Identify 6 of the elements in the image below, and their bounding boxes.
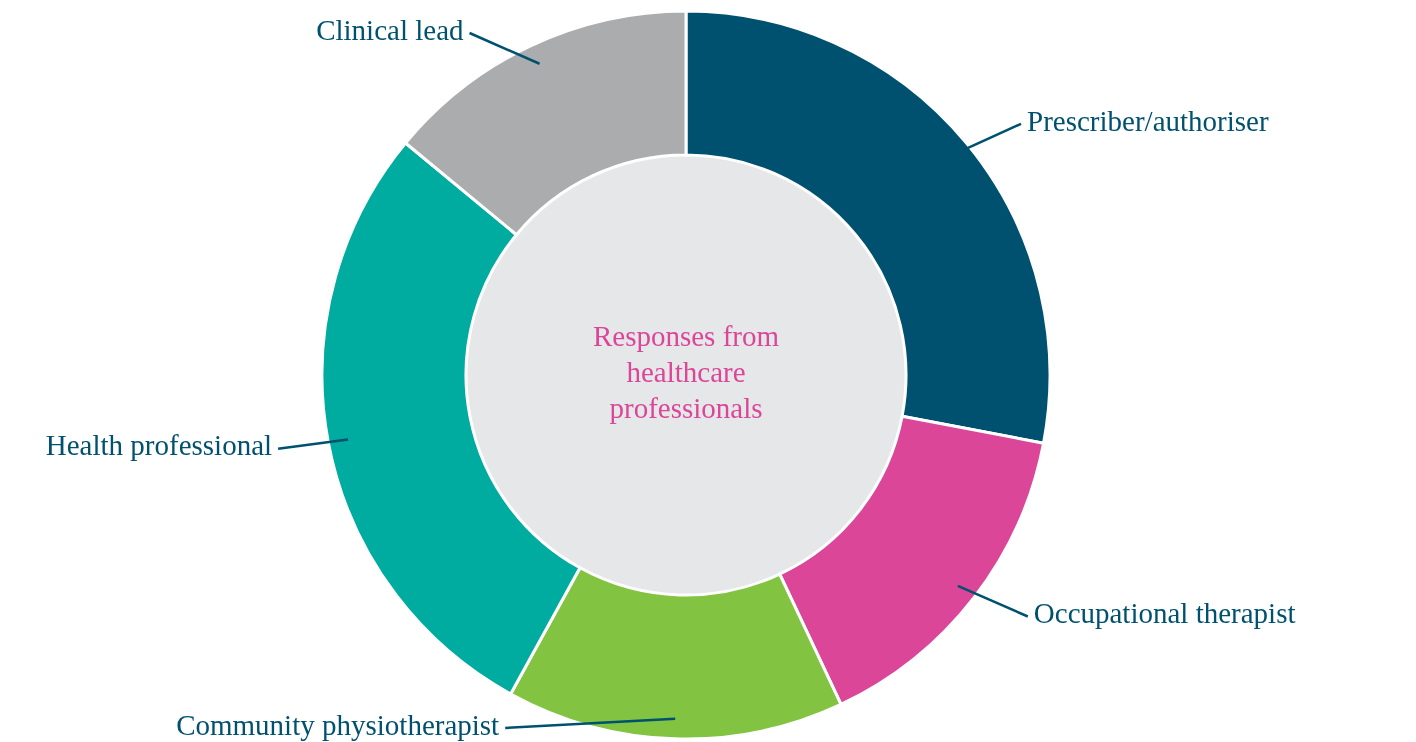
- slice-label: Prescriber/authoriser: [1027, 104, 1269, 137]
- slice-label: Occupational therapist: [1033, 597, 1296, 630]
- slice-label: Health professional: [45, 429, 273, 462]
- text: Responses from healthcare professionals: [592, 319, 780, 424]
- slice-label: Community physiotherapist: [176, 708, 500, 741]
- slice-label: Clinical lead: [316, 13, 465, 46]
